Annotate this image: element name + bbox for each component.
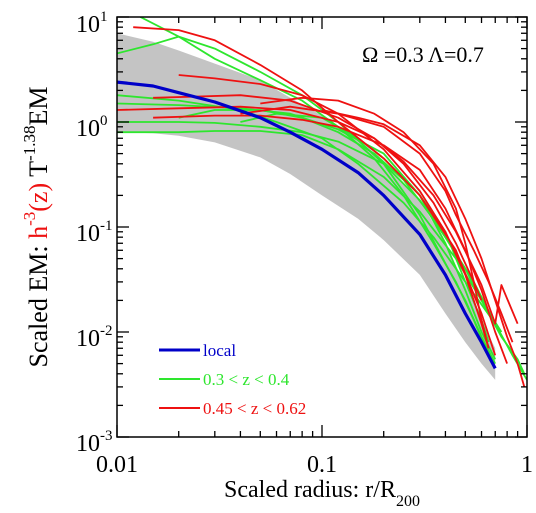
y-tick-label-4: 10-3	[76, 428, 113, 457]
red-series-line-4	[153, 94, 519, 325]
x-tick-label-1: 0.1	[307, 452, 337, 478]
green-series-line-3	[117, 130, 526, 375]
x-tick-labels: 0.01 0.1 1	[96, 452, 533, 478]
local-series-group	[117, 80, 497, 370]
y-tick-label-0: 101	[76, 9, 108, 38]
x-axis-label: Scaled radius: r/R200	[224, 477, 420, 510]
y-tick-label-3: 10-2	[76, 323, 113, 352]
y-tick-label-2: 10-1	[76, 218, 113, 247]
legend-label-red: 0.45 < z < 0.62	[203, 399, 306, 418]
x-tick-label-2: 1	[521, 452, 533, 478]
plot-area	[117, 17, 527, 388]
red-series-line-1	[178, 74, 490, 349]
legend-label-green: 0.3 < z < 0.4	[203, 370, 290, 389]
y-tick-label-1: 100	[76, 113, 108, 142]
red-series-line-6	[321, 109, 526, 388]
red-series-line-7	[240, 105, 514, 343]
local-series-line-0	[117, 80, 497, 370]
axis-ticks	[116, 16, 528, 438]
y-tick-labels: 101 100 10-1 10-2 10-3	[76, 9, 113, 457]
green-series-line-6	[178, 109, 503, 333]
legend: local 0.3 < z < 0.4 0.45 < z < 0.62	[159, 341, 306, 418]
scatter-band	[117, 33, 496, 380]
x-tick-label-0: 0.01	[96, 452, 138, 478]
red-series-line-5	[260, 96, 490, 349]
cosmology-annotation: Ω =0.3 Λ=0.7	[362, 42, 484, 67]
legend-label-local: local	[203, 341, 236, 360]
y-axis-label: Scaled EM: h-3(z) T-1.38EM	[20, 87, 53, 368]
